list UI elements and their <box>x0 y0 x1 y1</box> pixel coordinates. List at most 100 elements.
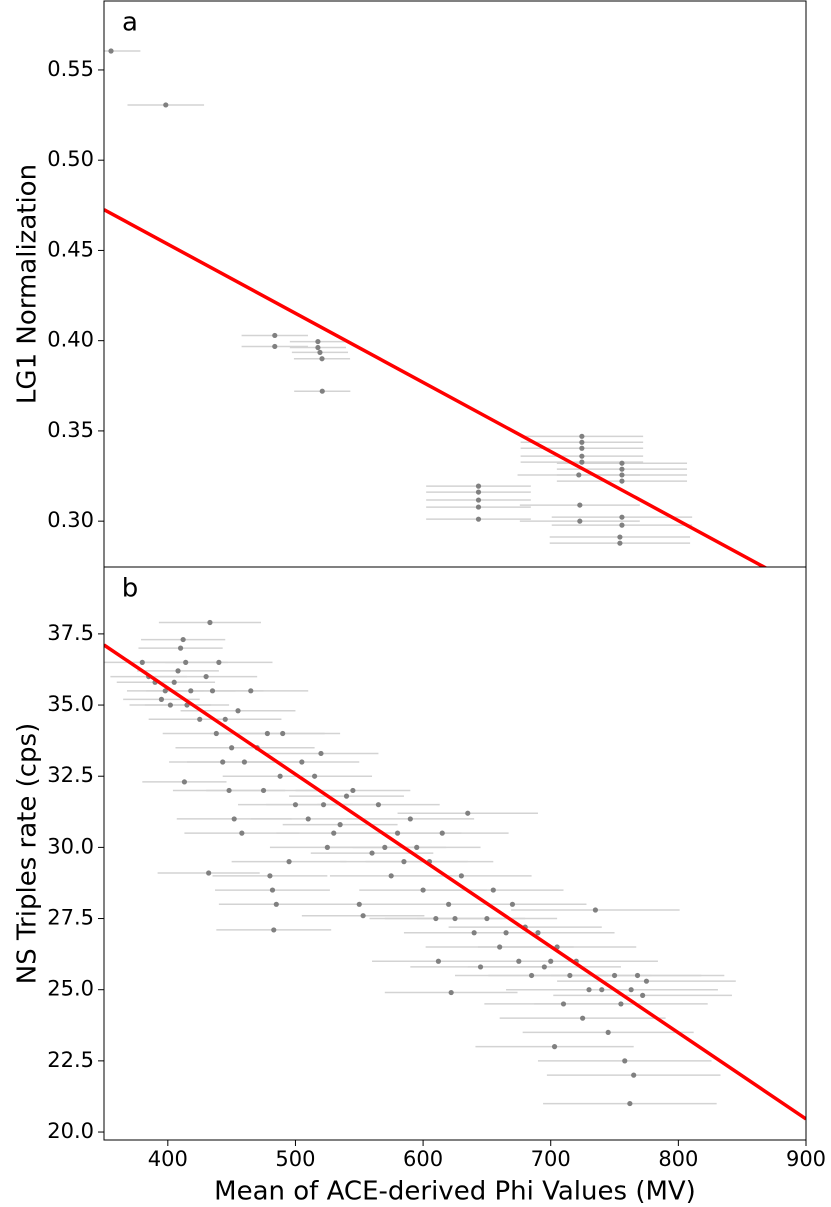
point <box>619 478 625 484</box>
point <box>640 992 646 998</box>
x-tick-label: 800 <box>658 1147 698 1171</box>
point <box>203 673 209 680</box>
point <box>271 927 277 933</box>
point <box>181 779 188 785</box>
point <box>158 696 165 702</box>
point <box>407 816 413 822</box>
point <box>388 873 394 879</box>
point <box>586 987 592 993</box>
fit-line <box>104 208 768 567</box>
point <box>315 344 321 351</box>
point <box>579 439 585 445</box>
point <box>331 830 337 836</box>
x-axis-title: Mean of ACE-derived Phi Values (MV) <box>214 1177 696 1207</box>
point <box>643 978 650 984</box>
point <box>319 388 325 394</box>
point <box>458 873 464 879</box>
point <box>435 958 442 964</box>
point <box>315 338 321 345</box>
y-tick-label: 37.5 <box>47 621 94 645</box>
point <box>475 483 482 489</box>
point <box>171 679 177 685</box>
point <box>420 887 426 893</box>
point <box>229 745 235 751</box>
point <box>560 1001 567 1007</box>
point <box>580 1015 586 1021</box>
point <box>167 702 173 708</box>
point <box>619 466 625 472</box>
y-tick-label: 30.0 <box>47 834 94 858</box>
point <box>394 830 401 836</box>
point <box>576 472 582 478</box>
point <box>209 688 216 694</box>
plot-frame <box>103 566 807 1141</box>
point <box>356 901 362 907</box>
x-tick-label: 500 <box>275 1147 315 1171</box>
point <box>273 901 279 907</box>
point <box>324 844 330 850</box>
point <box>220 759 226 765</box>
point <box>241 759 247 765</box>
point <box>611 972 618 979</box>
point <box>414 844 420 850</box>
point <box>317 349 323 356</box>
point <box>618 1001 624 1007</box>
y-tick-label: 25.0 <box>47 977 94 1001</box>
point <box>401 859 407 865</box>
panel-label: b <box>122 574 139 604</box>
point <box>260 787 267 794</box>
point <box>375 802 382 808</box>
y-tick-label: 35.0 <box>47 692 94 716</box>
point <box>465 810 471 816</box>
point <box>617 540 623 546</box>
plot-frame <box>103 0 807 568</box>
point <box>579 453 585 459</box>
point <box>579 445 585 451</box>
point <box>292 802 299 808</box>
panel-label: a <box>122 8 138 38</box>
point <box>503 930 509 936</box>
point <box>269 887 276 893</box>
point <box>235 708 241 714</box>
point <box>634 972 641 979</box>
point <box>177 645 184 651</box>
point <box>490 887 496 893</box>
point <box>509 901 516 907</box>
point <box>319 356 325 362</box>
point <box>286 859 292 865</box>
y-axis-title: NS Triples rate (cps) <box>13 723 43 984</box>
point <box>605 1029 611 1036</box>
point <box>188 688 194 694</box>
point <box>222 716 228 722</box>
point <box>272 343 278 350</box>
point <box>206 870 212 876</box>
x-tick-label: 600 <box>403 1147 443 1171</box>
plot-area <box>104 619 806 1121</box>
point <box>619 514 625 520</box>
y-tick-label: 0.50 <box>47 147 94 171</box>
point <box>452 915 458 922</box>
point <box>350 787 356 794</box>
point <box>541 964 547 970</box>
point <box>477 964 484 970</box>
point <box>318 750 324 757</box>
point <box>548 958 554 964</box>
plot-area <box>104 48 768 567</box>
point <box>475 489 482 495</box>
y-tick-label: 0.30 <box>47 508 94 532</box>
x-tick-label: 700 <box>531 1147 571 1171</box>
y-tick-label: 32.5 <box>47 763 94 787</box>
point <box>619 460 625 466</box>
point <box>617 534 623 540</box>
point <box>631 1072 637 1078</box>
point <box>312 773 318 779</box>
point <box>248 688 254 694</box>
point <box>264 730 270 737</box>
point <box>163 102 169 108</box>
point <box>622 1058 628 1064</box>
point <box>231 816 237 822</box>
point <box>484 915 490 922</box>
point <box>577 502 583 508</box>
point <box>497 944 503 950</box>
